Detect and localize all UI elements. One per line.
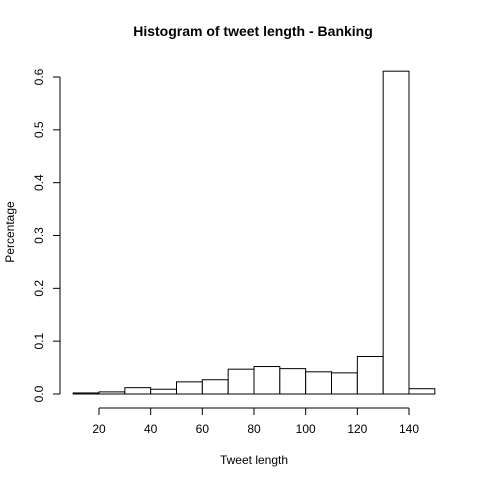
x-axis: 20 40 60 80 100 120 140: [92, 407, 419, 436]
x-tick-label: 40: [144, 422, 158, 436]
histogram-bar: [72, 392, 100, 395]
chart-title: Histogram of tweet length - Banking: [133, 23, 373, 39]
histogram-bar: [124, 387, 152, 395]
histogram-bar: [305, 371, 332, 395]
y-tick-label: 0.3: [32, 227, 46, 244]
x-axis-label: Tweet length: [220, 453, 288, 467]
x-tick-label: 20: [92, 422, 106, 436]
histogram-bar: [279, 368, 307, 395]
y-axis-label: Percentage: [3, 201, 17, 263]
histogram-bar: [408, 388, 436, 395]
histogram-bar: [253, 366, 281, 395]
y-tick-label: 0.0: [32, 385, 46, 402]
histogram-bar: [176, 381, 203, 395]
histogram-bar: [201, 379, 229, 395]
y-tick-label: 0.2: [32, 280, 46, 297]
histogram-bar: [98, 391, 126, 395]
y-tick-label: 0.6: [32, 68, 46, 85]
x-tick-label: 140: [399, 422, 419, 436]
y-tick-label: 0.5: [32, 121, 46, 138]
histogram-bar: [331, 372, 358, 395]
y-tick-label: 0.1: [32, 333, 46, 350]
x-tick-label: 60: [196, 422, 210, 436]
bars-group: [72, 70, 436, 395]
x-tick-label: 80: [247, 422, 261, 436]
y-axis: 0.0 0.1 0.2 0.3 0.4 0.5 0.6: [32, 68, 61, 402]
x-tick-label: 120: [347, 422, 367, 436]
y-tick-label: 0.4: [32, 174, 46, 191]
histogram-bar: [382, 70, 410, 395]
x-tick-label: 100: [296, 422, 316, 436]
histogram-bar: [227, 368, 255, 395]
histogram-bar: [150, 388, 178, 395]
histogram-bar: [356, 355, 384, 395]
